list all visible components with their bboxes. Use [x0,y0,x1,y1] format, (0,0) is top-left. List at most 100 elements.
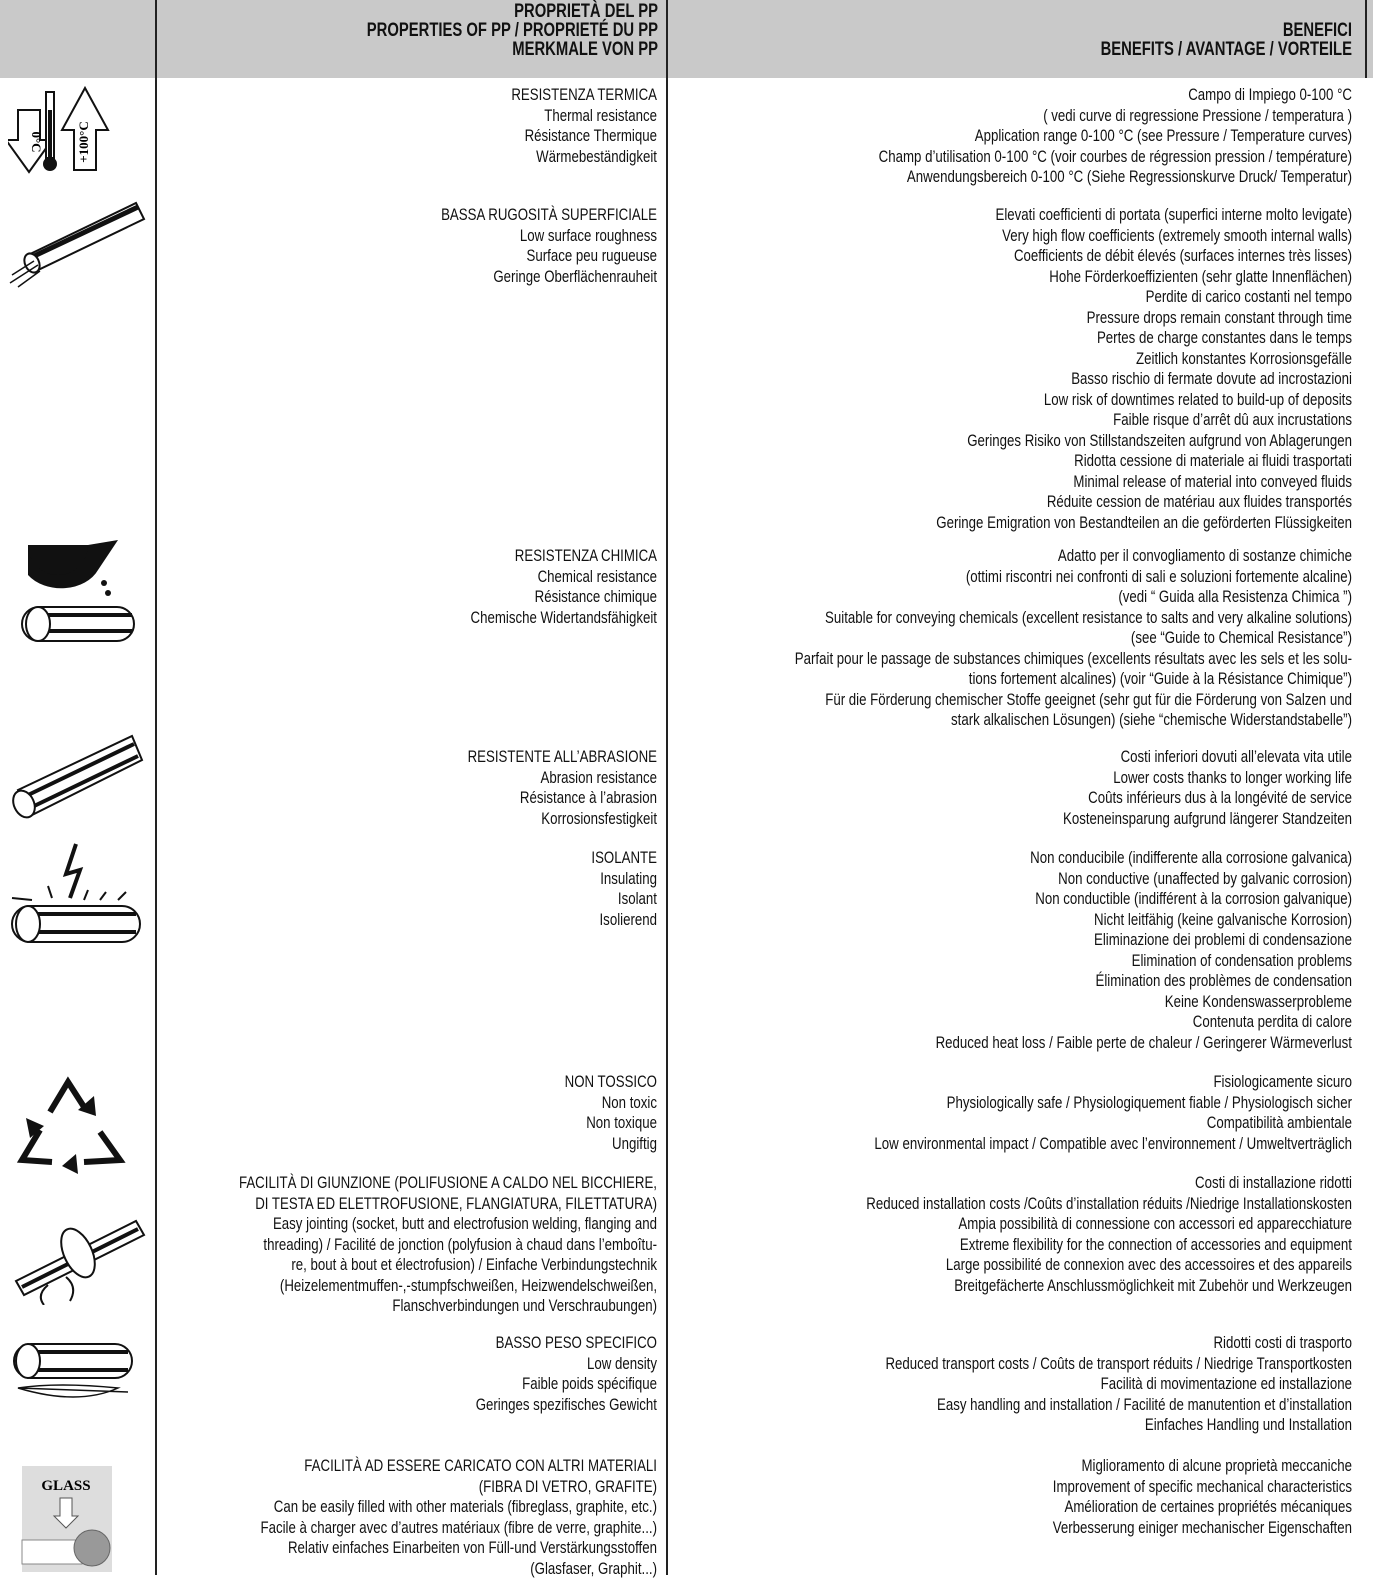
text-block: Non conducibile (indifferente alla corro… [666,848,1352,1053]
text-line: Application range 0-100 °C (see Pressure… [666,126,1352,147]
insulating-icon [8,840,148,950]
text-line: Chemical resistance [158,567,657,588]
column-divider [155,0,157,1575]
text-line: RESISTENZA TERMICA [158,85,657,106]
text-line: Low surface roughness [158,226,657,247]
text-line: (vedi “ Guida alla Resistenza Chimica ”) [666,587,1352,608]
text-block: Campo di Impiego 0-100 °C( vedi curve di… [666,85,1352,188]
text-line: Adatto per il convogliamento di sostanze… [666,546,1352,567]
text-line: Coûts inférieurs dus à la longévité de s… [666,788,1352,809]
text-line: threading) / Facilité de jonction (polyf… [158,1235,657,1256]
text-line: Élimination des problèmes de condensatio… [666,971,1352,992]
icon-label: +100°C [76,121,91,163]
text-line: Elimination of condensation problems [666,951,1352,972]
text-line: ( vedi curve di regressione Pressione / … [666,106,1352,127]
text-line: Geringe Oberflächenrauheit [158,267,657,288]
text-line: Miglioramento di alcune proprietà meccan… [666,1456,1352,1477]
pipe-icon [8,195,148,295]
text-line: FACILITÀ AD ESSERE CARICATO CON ALTRI MA… [158,1456,657,1477]
text-line: (ottimi riscontri nei confronti di sali … [666,567,1352,588]
text-line: Isolant [158,889,657,910]
text-line: Résistance Thermique [158,126,657,147]
text-line: Anwendungsbereich 0-100 °C (Siehe Regres… [666,167,1352,188]
text-line: Faible risque d’arrêt dû aux incrustatio… [666,410,1352,431]
text-line: Pressure drops remain constant through t… [666,308,1352,329]
text-line: Einfaches Handling und Installation [666,1415,1352,1436]
text-line: Ungiftig [158,1134,657,1155]
text-line: Parfait pour le passage de substances ch… [666,649,1352,670]
text-line: Non conductive (unaffected by galvanic c… [666,869,1352,890]
text-line: RESISTENZA CHIMICA [158,546,657,567]
text-line: Hohe Förderkoeffizienten (sehr glatte In… [666,267,1352,288]
text-block: Elevati coefficienti di portata (superfi… [666,205,1352,533]
text-line: Can be easily filled with other material… [158,1497,657,1518]
text-line: Chemische Widertandsfähigkeit [158,608,657,629]
text-line: Résistance chimique [158,587,657,608]
text-line: Geringes spezifisches Gewicht [158,1395,657,1416]
text-line: RESISTENTE ALL’ABRASIONE [158,747,657,768]
text-line: BENEFICI [666,21,1352,40]
text-line: Non toxic [158,1093,657,1114]
text-line: Faible poids spécifique [158,1374,657,1395]
text-line: Keine Kondenswasserprobleme [666,992,1352,1013]
text-line: DI TESTA ED ELETTROFUSIONE, FLANGIATURA,… [158,1194,657,1215]
text-block: FACILITÀ AD ESSERE CARICATO CON ALTRI MA… [158,1456,657,1579]
text-line: Low density [158,1354,657,1375]
text-line: Verbesserung einiger mechanischer Eigens… [666,1518,1352,1539]
text-line: (Heizelementmuffen-,-stumpfschweißen, He… [158,1276,657,1297]
abrasion-icon [8,730,148,830]
text-line: Relativ einfaches Einarbeiten von Füll-u… [158,1538,657,1559]
text-line: Breitgefächerte Anschlussmöglichkeit mit… [666,1276,1352,1297]
text-line: Lower costs thanks to longer working lif… [666,768,1352,789]
text-line: re, bout à bout et électrofusion) / Einf… [158,1255,657,1276]
text-line: Ridotti costi di trasporto [666,1333,1352,1354]
column-divider [1365,0,1367,78]
text-line: Ridotta cessione di materiale ai fluidi … [666,451,1352,472]
text-block: FACILITÀ DI GIUNZIONE (POLIFUSIONE A CAL… [158,1173,657,1317]
icon-label: GLASS [41,1478,90,1494]
text-line: NON TOSSICO [158,1072,657,1093]
text-line: Compatibilità ambientale [666,1113,1352,1134]
text-line: (FIBRA DI VETRO, GRAFITE) [158,1477,657,1498]
icon-label: 0°C [29,131,44,152]
text-line: Pertes de charge constantes dans le temp… [666,328,1352,349]
text-line: Abrasion resistance [158,768,657,789]
text-line: (see “Guide to Chemical Resistance”) [666,628,1352,649]
text-line: Low risk of downtimes related to build-u… [666,390,1352,411]
text-line: Facile à charger avec d’autres matériaux… [158,1518,657,1539]
text-line: Thermal resistance [158,106,657,127]
text-line: Non conducibile (indifferente alla corro… [666,848,1352,869]
text-line: Flanschverbindungen und Verschraubungen) [158,1296,657,1317]
text-line: stark alkalischen Lösungen) (siehe “chem… [666,710,1352,731]
jointing-icon [8,1195,148,1305]
text-line: Surface peu rugueuse [158,246,657,267]
text-line: Extreme flexibility for the connection o… [666,1235,1352,1256]
text-line: Suitable for conveying chemicals (excell… [666,608,1352,629]
text-line: Elevati coefficienti di portata (superfi… [666,205,1352,226]
text-line: MERKMALE VON PP [159,40,658,59]
text-line: Low environmental impact / Compatible av… [666,1134,1352,1155]
text-line: Non conductible (indifférent à la corros… [666,889,1352,910]
text-line: Basso rischio di fermate dovute ad incro… [666,369,1352,390]
text-line: Wärmebeständigkeit [158,147,657,168]
text-line: BENEFITS / AVANTAGE / VORTEILE [666,40,1352,59]
text-line: ISOLANTE [158,848,657,869]
text-line: (Glasfaser, Graphit...) [158,1559,657,1579]
density-icon [8,1340,138,1410]
recycle-icon [8,1070,138,1175]
text-line: Geringes Risiko von Stillstandszeiten au… [666,431,1352,452]
chemical-icon [8,535,138,645]
text-line: Eliminazione dei problemi di condensazio… [666,930,1352,951]
text-line: Nicht leitfähig (keine galvanische Korro… [666,910,1352,931]
text-line: Fisiologicamente sicuro [666,1072,1352,1093]
